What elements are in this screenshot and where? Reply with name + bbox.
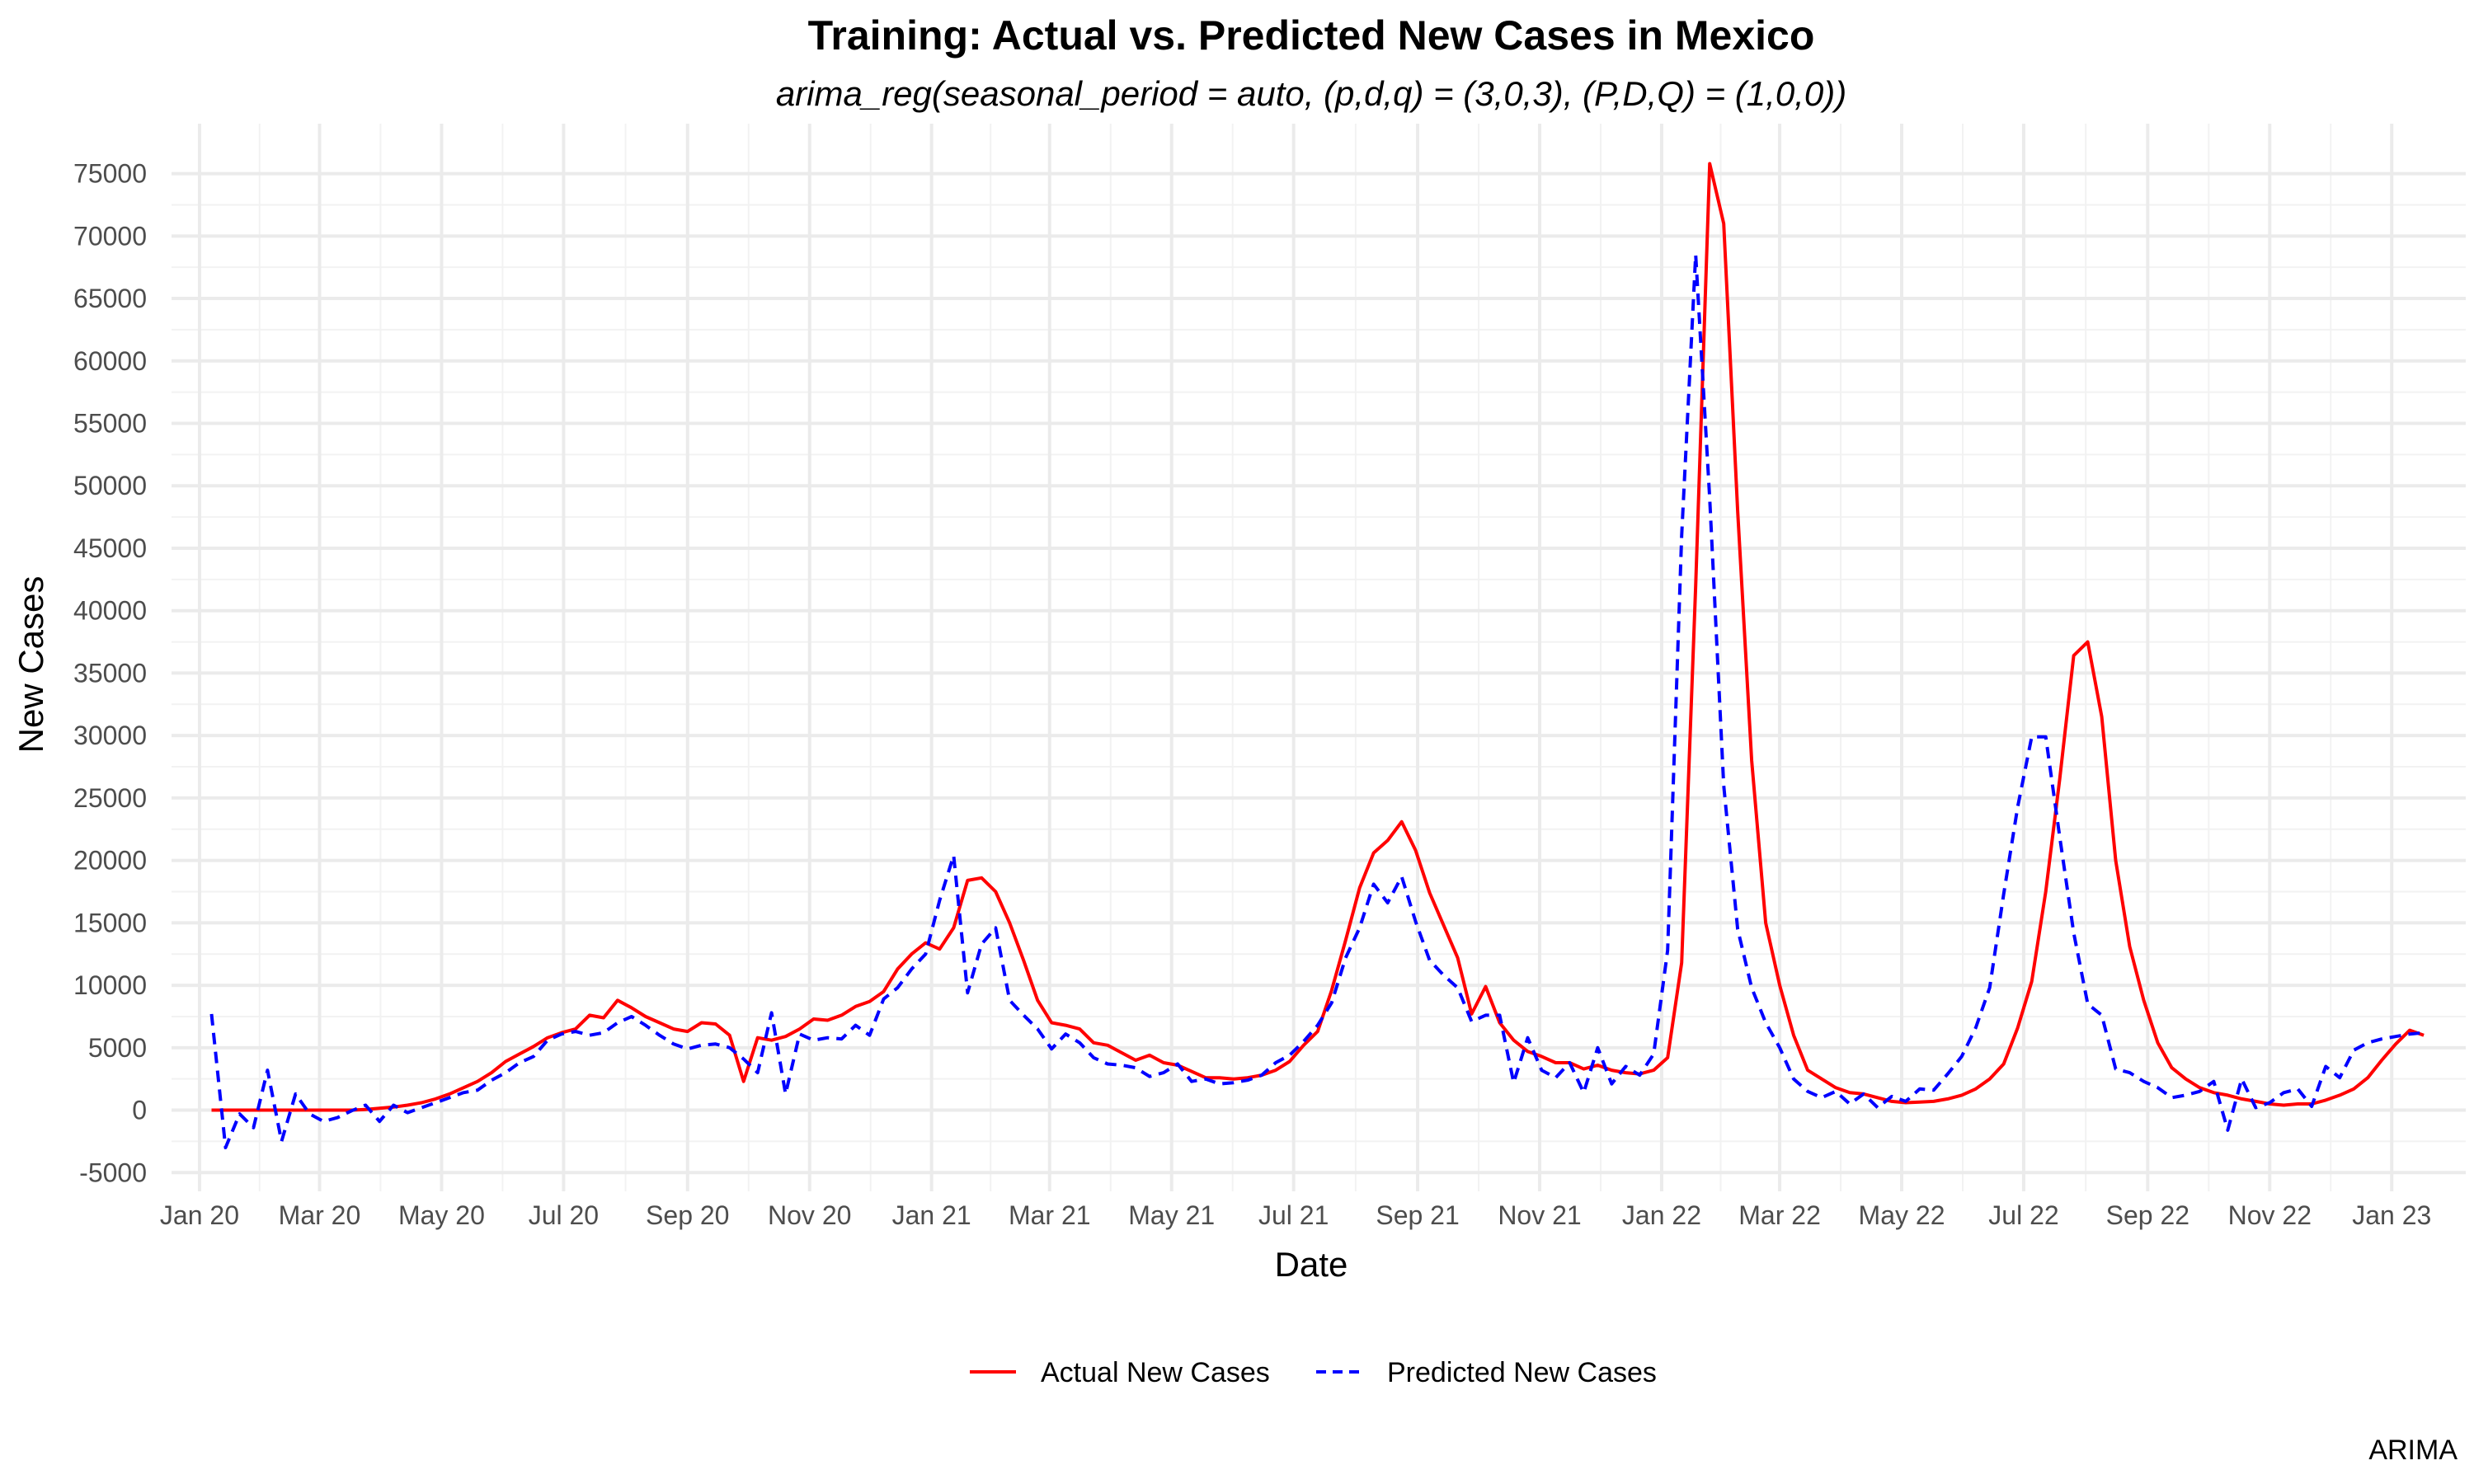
y-tick-label: 60000 (73, 346, 147, 376)
x-tick-label: Nov 21 (1498, 1200, 1581, 1230)
x-tick-label: Nov 20 (768, 1200, 851, 1230)
y-tick-label: 35000 (73, 658, 147, 688)
x-tick-label: Sep 21 (1376, 1200, 1459, 1230)
series-layer (209, 162, 2425, 1149)
chart-subtitle: arima_reg(seasonal_period = auto, (p,d,q… (776, 74, 1846, 113)
y-tick-label: 70000 (73, 221, 147, 251)
y-tick-label: 30000 (73, 721, 147, 750)
x-tick-label: Mar 21 (1009, 1200, 1091, 1230)
x-tick-label: May 21 (1128, 1200, 1215, 1230)
x-tick-label: Sep 22 (2106, 1200, 2189, 1230)
chart-title: Training: Actual vs. Predicted New Cases… (808, 12, 1815, 59)
y-axis-ticks: -5000 0 5000 10000 15000 20000 25000 30000 35000… (73, 159, 147, 1188)
y-tick-label: 25000 (73, 783, 147, 813)
x-tick-label: Mar 20 (279, 1200, 361, 1230)
caption: ARIMA (2368, 1435, 2458, 1466)
y-tick-label: 65000 (73, 284, 147, 313)
y-tick-label: 75000 (73, 159, 147, 189)
y-tick-label: 5000 (88, 1033, 147, 1063)
x-tick-label: Jul 22 (1988, 1200, 2058, 1230)
series-line-predicted (209, 253, 2425, 1149)
x-tick-label: May 22 (1859, 1200, 1945, 1230)
legend: Actual New Cases Predicted New Cases (970, 1357, 1657, 1388)
x-tick-label: Jan 21 (892, 1200, 971, 1230)
grid-layer (172, 124, 2466, 1191)
y-tick-label: 40000 (73, 596, 147, 626)
x-tick-label: Mar 22 (1738, 1200, 1821, 1230)
x-tick-label: Nov 22 (2228, 1200, 2312, 1230)
x-tick-label: Jul 20 (529, 1200, 599, 1230)
y-axis-title: New Cases (12, 576, 50, 754)
y-tick-label: 0 (132, 1096, 147, 1125)
x-axis-ticks: Jan 20 Mar 20 May 20 Jul 20 Sep 20 Nov 20 Jan … (160, 1200, 2431, 1230)
x-tick-label: Jan 20 (160, 1200, 239, 1230)
y-tick-label: -5000 (79, 1158, 147, 1187)
y-tick-label: 55000 (73, 409, 147, 439)
x-axis-title: Date (1275, 1245, 1348, 1284)
series-line-actual (211, 162, 2425, 1112)
y-tick-label: 45000 (73, 533, 147, 563)
legend-label-actual: Actual New Cases (1041, 1357, 1270, 1388)
x-tick-label: Jan 23 (2352, 1200, 2431, 1230)
y-tick-label: 50000 (73, 471, 147, 500)
x-tick-label: Jul 21 (1258, 1200, 1329, 1230)
y-tick-label: 10000 (73, 970, 147, 1000)
legend-label-predicted: Predicted New Cases (1387, 1357, 1657, 1388)
y-tick-label: 20000 (73, 846, 147, 876)
y-tick-label: 15000 (73, 908, 147, 937)
x-tick-label: May 20 (398, 1200, 485, 1230)
x-tick-label: Jan 22 (1622, 1200, 1701, 1230)
x-tick-label: Sep 20 (646, 1200, 729, 1230)
